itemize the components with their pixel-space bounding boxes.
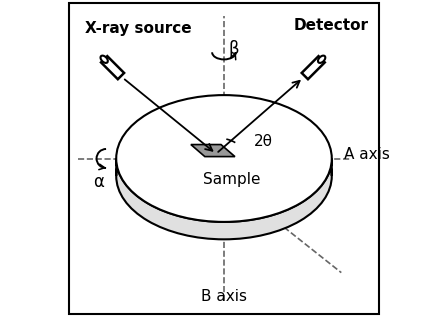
Polygon shape [116,113,332,222]
Polygon shape [191,145,235,157]
Polygon shape [302,56,325,79]
Ellipse shape [100,55,108,63]
Polygon shape [101,56,124,79]
Text: X-ray source: X-ray source [85,21,191,36]
Ellipse shape [116,95,332,222]
Text: α: α [93,173,104,191]
Ellipse shape [116,113,332,239]
Text: β: β [229,40,239,58]
Text: B axis: B axis [201,289,247,304]
Text: 2θ: 2θ [254,133,273,149]
Text: Detector: Detector [294,18,369,33]
Text: A axis: A axis [345,147,390,162]
Text: Sample: Sample [203,171,261,187]
Ellipse shape [318,55,325,63]
